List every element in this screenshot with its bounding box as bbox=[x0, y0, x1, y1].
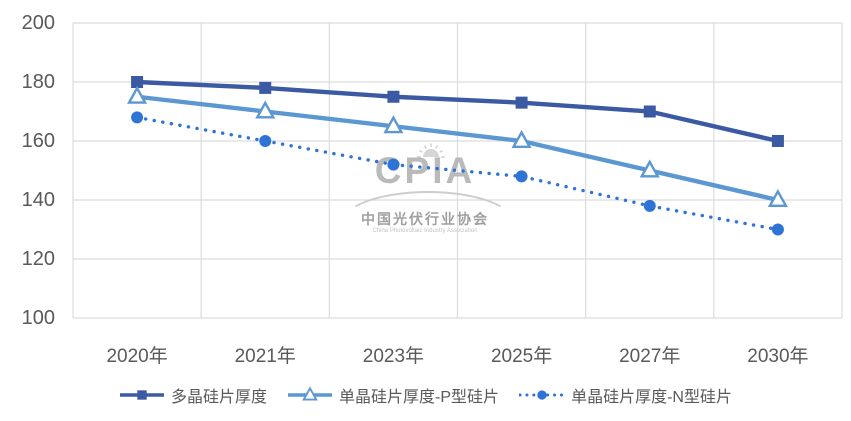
data-point-marker-triangle bbox=[511, 129, 532, 148]
data-point-marker-triangle bbox=[383, 115, 404, 134]
data-point-marker-circle bbox=[771, 223, 784, 236]
legend-marker-icon bbox=[288, 386, 333, 401]
y-tick-label: 180 bbox=[21, 71, 55, 93]
data-point-marker-square bbox=[515, 96, 528, 109]
legend-item-3: 单晶硅片厚度-N型硅片 bbox=[519, 383, 732, 407]
data-point-marker-circle bbox=[131, 111, 144, 124]
x-tick-label: 2020年 bbox=[106, 346, 168, 367]
x-tick-label: 2023年 bbox=[362, 346, 425, 367]
gridlines-layer bbox=[72, 22, 843, 319]
x-tick-label: 2027年 bbox=[619, 346, 681, 367]
series-line bbox=[136, 79, 779, 144]
data-point-marker-square bbox=[643, 105, 656, 118]
legend-item-1: 多晶硅片厚度 bbox=[119, 383, 267, 407]
data-point-marker-triangle bbox=[639, 159, 660, 178]
data-point-marker-triangle bbox=[255, 100, 276, 119]
x-tick-label: 2021年 bbox=[234, 346, 296, 367]
legend-label: 单晶硅片厚度-P型硅片 bbox=[339, 389, 500, 406]
data-point-marker-circle bbox=[643, 199, 656, 212]
data-point-marker-square bbox=[771, 135, 784, 147]
legend: 多晶硅片厚度 单晶硅片厚度-P型硅片 单晶硅片厚度-N型硅片 bbox=[0, 383, 851, 407]
x-tick-label: 2025年 bbox=[490, 346, 553, 367]
y-tick-label: 100 bbox=[21, 307, 55, 329]
legend-marker-icon bbox=[519, 390, 566, 400]
data-point-marker-circle bbox=[515, 170, 528, 183]
data-point-marker-circle bbox=[259, 135, 272, 147]
y-tick-label: 120 bbox=[21, 248, 55, 270]
legend-marker-icon bbox=[120, 390, 165, 400]
data-point-marker-square bbox=[131, 76, 144, 88]
legend-item-2: 单晶硅片厚度-P型硅片 bbox=[287, 383, 499, 407]
data-point-marker-triangle bbox=[767, 188, 788, 207]
data-point-marker-circle bbox=[387, 158, 400, 171]
series-line bbox=[136, 94, 779, 203]
y-tick-label: 140 bbox=[21, 189, 55, 211]
legend-label: 单晶硅片厚度-N型硅片 bbox=[571, 389, 732, 406]
data-point-marker-square bbox=[259, 81, 272, 94]
legend-label: 多晶硅片厚度 bbox=[171, 389, 268, 406]
y-tick-label: 160 bbox=[21, 130, 55, 152]
data-point-marker-triangle bbox=[127, 85, 148, 104]
series-layer bbox=[127, 76, 788, 236]
data-point-marker-square bbox=[387, 90, 400, 103]
data-point-marker-triangle bbox=[302, 386, 318, 401]
data-point-marker-circle bbox=[537, 390, 547, 400]
x-tick-label: 2030年 bbox=[747, 346, 809, 367]
y-tick-label: 200 bbox=[21, 12, 55, 34]
data-point-marker-square bbox=[137, 390, 147, 400]
